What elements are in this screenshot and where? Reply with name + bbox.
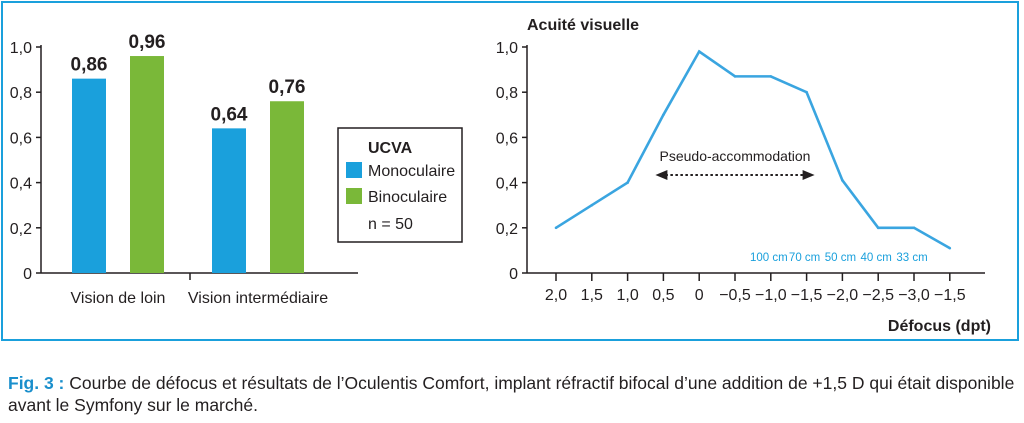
legend-label: Monoculaire (368, 163, 455, 180)
legend-swatch (346, 162, 362, 178)
bar-value-label: 0,76 (269, 77, 306, 98)
line-x-tick-label: −0,5 (719, 287, 751, 304)
distance-label: 33 cm (896, 252, 927, 264)
bar-category-label: Vision de loin (71, 290, 166, 307)
bar-y-tick-label: 0 (23, 266, 32, 283)
line-x-tick-label: 1,5 (581, 287, 603, 304)
defocus-point (554, 226, 558, 230)
defocus-point (841, 179, 844, 182)
line-x-tick-label: −2,0 (827, 287, 859, 304)
line-x-tick-label: −1,0 (755, 287, 787, 304)
legend-swatch (346, 188, 362, 204)
arrowhead-left (655, 170, 668, 181)
distance-label: 40 cm (861, 252, 892, 264)
bar (130, 56, 164, 273)
line-x-tick-label: −1,5 (791, 287, 823, 304)
defocus-curve (555, 49, 951, 250)
line-y-tick-label: 1,0 (496, 40, 518, 57)
bar-y-tick-label: 0,2 (10, 221, 32, 238)
line-x-tick-label: −1,5 (934, 287, 966, 304)
legend-note: n = 50 (368, 216, 413, 233)
distance-label: 100 cm (750, 252, 788, 264)
line-x-tick-label: 0 (695, 287, 704, 304)
bar (212, 128, 246, 273)
figure-caption: Fig. 3 : Courbe de défocus et résultats … (8, 372, 1018, 416)
arrowhead-right (802, 170, 815, 181)
defocus-point (662, 113, 665, 117)
line-x-tick-label: 1,0 (616, 287, 638, 304)
legend-title: UCVA (368, 140, 413, 157)
bar-y-tick-label: 0,8 (10, 85, 32, 102)
bar-value-label: 0,64 (211, 104, 248, 125)
line-chart-title: Acuité visuelle (527, 17, 639, 34)
defocus-point (733, 75, 737, 78)
caption-label: Fig. 3 : (8, 373, 65, 393)
line-x-tick-label: 2,0 (545, 287, 567, 304)
bar-y-tick-label: 0,4 (10, 176, 32, 193)
line-chart: Acuité visuelle 0 0,2 0,4 0,6 0,8 1,0 2,0 1,5 1,0… (496, 17, 991, 335)
bar-value-label: 0,86 (71, 55, 108, 76)
distance-label: 50 cm (825, 252, 856, 264)
defocus-point (912, 226, 916, 230)
defocus-point (805, 90, 808, 94)
bar-value-label: 0,96 (129, 32, 166, 53)
caption-text: Courbe de défocus et résultats de l’Ocul… (8, 373, 1015, 415)
defocus-point (697, 50, 701, 53)
bar (72, 78, 106, 273)
defocus-point (876, 226, 880, 230)
figure-frame (1, 1, 1019, 341)
defocus-point (626, 181, 629, 184)
line-y-tick-label: 0,2 (496, 221, 518, 238)
line-y-tick-label: 0,6 (496, 130, 518, 147)
line-y-tick-label: 0 (509, 266, 518, 283)
line-x-tick-label: −3,0 (898, 287, 930, 304)
bar-legend: UCVA Monoculaire Binoculaire n = 50 (337, 127, 463, 243)
bar-y-tick-label: 0,6 (10, 130, 32, 147)
annotation-label: Pseudo-accommodation (660, 148, 811, 164)
line-x-tick-label: 0,5 (652, 287, 674, 304)
distance-label: 70 cm (789, 252, 820, 264)
line-y-tick-label: 0,4 (496, 176, 518, 193)
line-x-tick-label: −2,5 (862, 287, 894, 304)
bar-y-tick-label: 1,0 (10, 40, 32, 57)
legend-box (337, 127, 463, 243)
charts: 0 0,2 0,4 0,6 0,8 1,0 0,86 0,96 Vision de loin 0,… (10, 17, 991, 335)
bar (270, 101, 304, 274)
bar-category-label: Vision intermédiaire (188, 290, 328, 307)
bar-chart: 0 0,2 0,4 0,6 0,8 1,0 0,86 0,96 Vision de loin 0,… (10, 32, 358, 307)
line-y-tick-label: 0,8 (496, 85, 518, 102)
defocus-point (590, 203, 594, 207)
defocus-point (948, 246, 952, 250)
legend-label: Binoculaire (368, 189, 447, 206)
line-x-axis-label: Défocus (dpt) (888, 318, 991, 335)
defocus-point (769, 75, 773, 78)
